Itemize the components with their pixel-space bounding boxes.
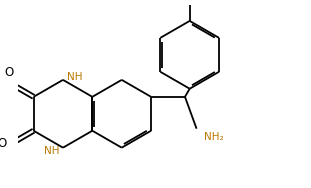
Text: NH₂: NH₂ <box>204 132 224 142</box>
Text: NH: NH <box>67 72 82 82</box>
Text: O: O <box>0 137 6 150</box>
Text: O: O <box>5 66 14 79</box>
Text: NH: NH <box>44 146 59 156</box>
